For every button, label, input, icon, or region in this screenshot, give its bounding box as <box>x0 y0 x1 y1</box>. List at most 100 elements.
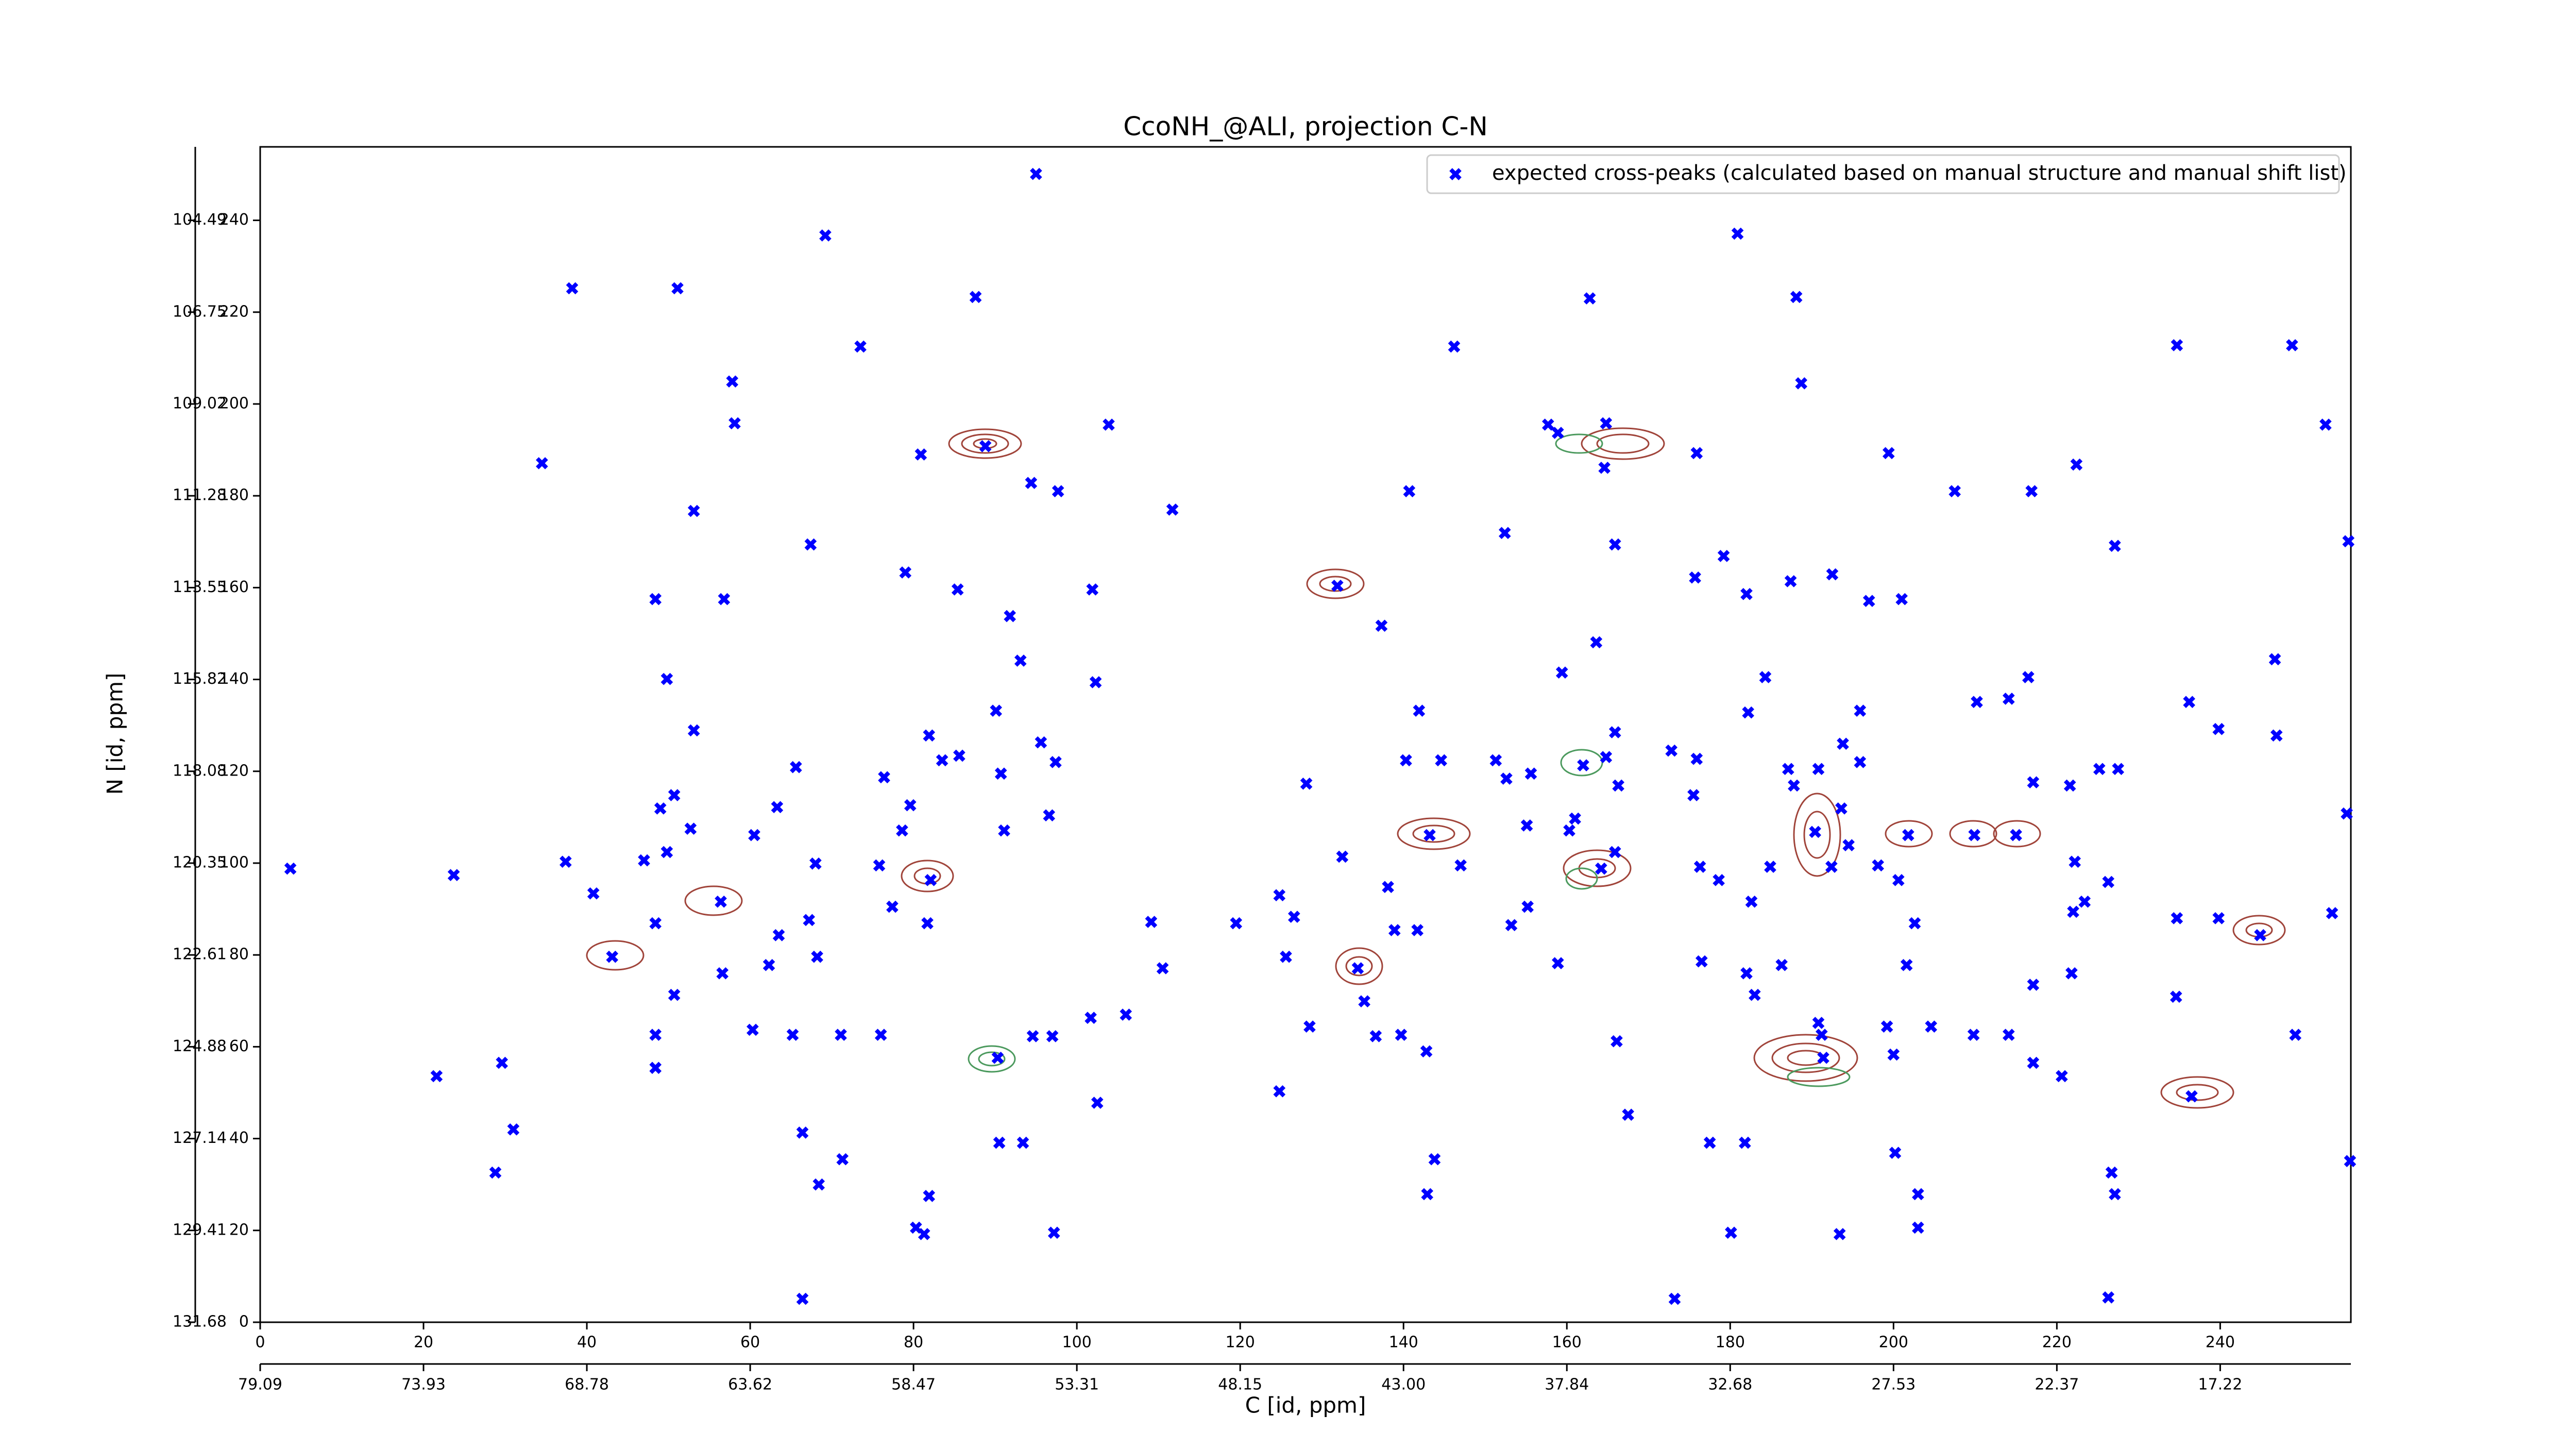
peak-marker <box>1577 759 1589 772</box>
peak-marker <box>1895 593 1908 605</box>
peak-marker <box>1815 1029 1828 1041</box>
peak-marker <box>2326 907 2338 919</box>
secondary-x-tick-label: 68.78 <box>565 1376 609 1394</box>
peak-marker <box>1717 550 1730 562</box>
peak-marker <box>1287 911 1300 923</box>
peak-marker <box>809 857 822 870</box>
peak-marker <box>1421 1188 1434 1201</box>
peak-marker <box>1835 802 1848 815</box>
peak-marker <box>1826 568 1839 581</box>
peak-marker <box>811 950 823 963</box>
peak-marker <box>2002 693 2015 705</box>
peak-marker <box>1908 917 1921 930</box>
peak-marker <box>1166 503 1179 516</box>
peak-marker <box>1563 824 1575 837</box>
peak-marker <box>1809 825 1821 838</box>
peak-marker <box>2286 339 2298 351</box>
peak-marker <box>1971 696 1983 709</box>
peak-marker <box>1052 485 1064 498</box>
peak-marker <box>2185 1090 2198 1103</box>
peak-marker <box>1505 919 1518 932</box>
secondary-x-tick-label: 79.09 <box>238 1376 282 1394</box>
peak-marker <box>1725 1226 1737 1239</box>
peak-marker <box>1968 829 1981 841</box>
peak-marker <box>1740 967 1753 980</box>
peak-marker <box>2022 671 2035 683</box>
peak-marker <box>1782 763 1794 776</box>
peak-marker <box>1693 861 1706 873</box>
peak-marker <box>1887 1048 1900 1061</box>
secondary-y-tick-label: 106.75 <box>173 302 227 321</box>
secondary-x-tick-label: 37.84 <box>1545 1376 1589 1394</box>
peak-marker <box>854 340 867 353</box>
peak-marker <box>790 761 802 773</box>
peak-marker <box>1145 916 1158 928</box>
peak-marker <box>2067 905 2079 918</box>
peak-marker <box>1086 583 1099 596</box>
x-tick-label: 140 <box>1389 1334 1418 1352</box>
secondary-y-tick-label: 120.35 <box>173 853 227 871</box>
y-tick-label: 220 <box>219 302 249 321</box>
peak-marker <box>1967 1029 1980 1041</box>
peak-marker <box>1030 167 1042 180</box>
peak-marker <box>1551 427 1564 439</box>
y-axis-label: N [id, ppm] <box>103 673 128 795</box>
peak-marker <box>1551 957 1564 970</box>
peak-marker <box>1489 754 1502 767</box>
x-tick-label: 240 <box>2206 1334 2235 1352</box>
peak-marker <box>430 1070 443 1083</box>
peak-marker <box>1892 874 1905 886</box>
peak-marker <box>1400 754 1412 767</box>
peak-marker <box>747 1023 759 1036</box>
secondary-y-tick-label: 113.55 <box>173 578 227 596</box>
peak-marker <box>2027 979 2040 991</box>
peak-marker <box>1273 889 1286 902</box>
peak-marker <box>1833 1228 1846 1240</box>
peak-marker <box>1608 538 1621 551</box>
peak-marker <box>921 917 934 930</box>
peak-marker <box>796 1292 809 1305</box>
peak-marker <box>786 1029 799 1041</box>
y-tick-label: 240 <box>219 211 249 229</box>
peak-marker <box>1731 227 1744 240</box>
peak-marker <box>918 1228 930 1240</box>
peak-marker <box>560 855 572 868</box>
peak-marker <box>990 704 1003 717</box>
peak-marker <box>914 448 927 461</box>
peak-marker <box>923 1190 936 1202</box>
peak-marker <box>1668 1292 1681 1305</box>
peak-marker <box>1375 619 1388 632</box>
y-tick-label: 80 <box>229 946 249 964</box>
peak-marker <box>2171 339 2183 351</box>
peak-marker <box>1912 1188 1924 1201</box>
peak-marker <box>587 887 600 900</box>
peak-marker <box>1812 763 1825 776</box>
peak-marker <box>728 417 741 430</box>
peak-marker <box>2268 653 2281 666</box>
peak-marker <box>2341 807 2353 820</box>
peak-marker <box>2056 1070 2068 1083</box>
peak-marker <box>1622 1108 1634 1121</box>
y-tick-label: 200 <box>219 394 249 412</box>
peak-marker <box>1280 950 1292 963</box>
peak-marker <box>649 1062 662 1074</box>
peak-marker <box>1047 1226 1060 1239</box>
peak-marker <box>886 900 899 913</box>
x-tick-label: 40 <box>577 1334 597 1352</box>
peak-marker <box>1156 962 1169 974</box>
peak-marker <box>1413 704 1426 717</box>
peak-marker <box>951 583 964 596</box>
peak-marker <box>1695 955 1708 968</box>
peak-marker <box>1611 1035 1623 1048</box>
peak-marker <box>1595 862 1607 875</box>
x-tick-label: 160 <box>1552 1334 1582 1352</box>
secondary-x-tick-label: 48.15 <box>1218 1376 1262 1394</box>
peak-marker <box>1862 595 1875 608</box>
peak-marker <box>2171 912 2183 924</box>
peak-marker <box>1880 1020 1893 1033</box>
peak-marker <box>649 917 662 930</box>
peak-marker <box>1795 377 1808 390</box>
secondary-x-tick-label: 32.68 <box>1708 1376 1752 1394</box>
peak-marker <box>687 724 700 737</box>
y-tick-label: 180 <box>219 486 249 504</box>
